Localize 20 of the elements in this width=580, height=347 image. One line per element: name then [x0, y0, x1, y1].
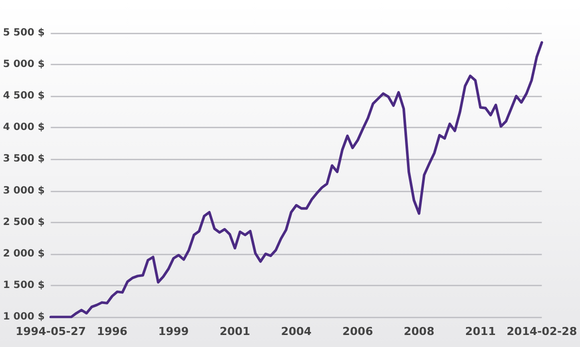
x-tick-label: 2008	[404, 325, 434, 338]
y-tick-label: 2 000 $	[2, 248, 45, 260]
y-tick-label: 4 000 $	[2, 122, 45, 134]
y-tick-label: 1 000 $	[2, 312, 45, 322]
y-tick-label: 1 500 $	[2, 280, 45, 291]
y-tick-label: 5 500 $	[2, 28, 45, 38]
x-tick-label: 2006	[342, 325, 374, 338]
line-series	[49, 41, 544, 318]
x-tick-label: 1999	[158, 325, 189, 338]
x-tick-label: 2001	[220, 325, 250, 338]
x-tick-label: 1994-05-27	[16, 325, 86, 338]
y-tick-label: 5 000 $	[2, 59, 45, 70]
y-tick-label: 3 000 $	[2, 185, 45, 196]
y-tick-label: 3 500 $	[2, 154, 45, 165]
x-tick-label: 1996	[96, 325, 128, 338]
x-tick-label: 2014-02-28	[506, 325, 578, 338]
x-tick-label: 2004	[280, 325, 312, 338]
y-tick-label: 4 500 $	[2, 90, 45, 102]
y-tick-label: 2 500 $	[2, 216, 45, 228]
x-tick-label: 2011	[465, 325, 496, 338]
